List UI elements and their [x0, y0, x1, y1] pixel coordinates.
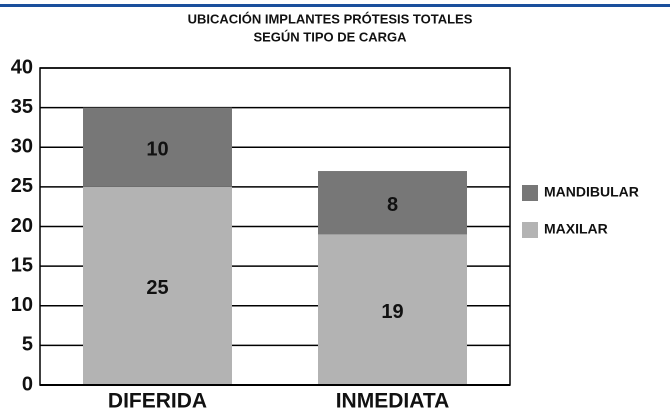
bar-segment [318, 171, 467, 235]
data-label: 10 [146, 139, 168, 161]
legend-label: MAXILAR [544, 221, 608, 237]
x-tick-label: INMEDIATA [336, 390, 450, 412]
header-rule [0, 4, 670, 7]
bar-segment [318, 234, 467, 385]
y-tick-label: 20 [11, 215, 33, 237]
y-tick-label: 25 [11, 175, 33, 197]
y-tick-label: 10 [11, 294, 33, 316]
y-tick-label: 30 [11, 136, 33, 158]
y-tick-label: 5 [22, 334, 33, 356]
y-tick-label: 35 [11, 96, 33, 118]
y-tick-label: 0 [22, 373, 33, 395]
legend-swatch [522, 222, 538, 238]
y-tick-label: 15 [11, 254, 33, 276]
chart-subtitle: SEGÚN TIPO DE CARGA [253, 29, 407, 44]
data-label: 25 [146, 277, 168, 299]
chart-title: UBICACIÓN IMPLANTES PRÓTESIS TOTALES [188, 11, 473, 26]
data-label: 19 [381, 301, 403, 323]
bar-segment [83, 186, 232, 385]
data-label: 8 [387, 194, 398, 216]
legend-swatch [522, 185, 538, 201]
legend-label: MANDIBULAR [544, 184, 639, 200]
y-tick-label: 40 [11, 56, 33, 78]
bar-segment [83, 107, 232, 187]
x-tick-label: DIFERIDA [108, 390, 207, 412]
